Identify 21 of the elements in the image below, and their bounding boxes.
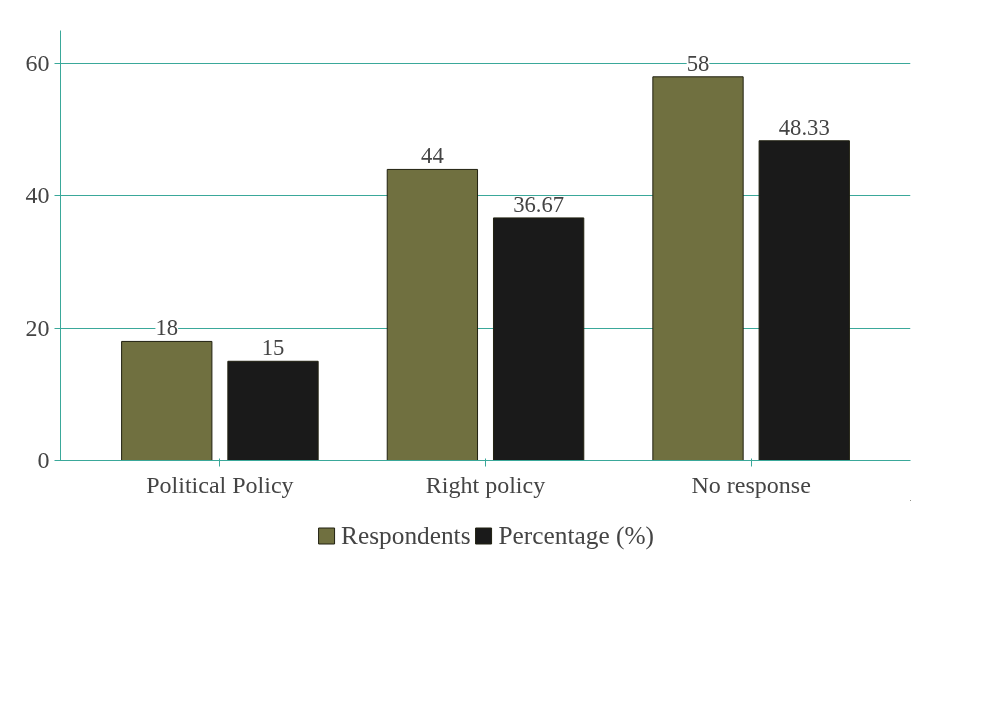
data-label: 18 xyxy=(155,315,179,341)
bar xyxy=(492,217,585,461)
bar xyxy=(758,140,850,461)
legend-label: Percentage (%) xyxy=(498,520,654,550)
x-tick-label: Political Policy xyxy=(146,471,294,498)
bar xyxy=(386,168,479,461)
x-tick-label: Right policy xyxy=(425,471,546,498)
legend-label: Respondents xyxy=(341,520,471,550)
bar xyxy=(227,360,319,461)
y-tick-label: 20 xyxy=(25,314,50,341)
data-label: 15 xyxy=(261,335,285,361)
bar xyxy=(121,340,213,461)
data-label: 48.33 xyxy=(778,114,830,140)
data-label: 36.67 xyxy=(513,191,565,217)
y-tick-label: 0 xyxy=(37,447,50,473)
y-tick-label: 40 xyxy=(25,182,50,209)
bar xyxy=(652,76,744,461)
x-tick-label: No response xyxy=(691,471,811,498)
data-label: 44 xyxy=(421,143,444,169)
y-tick-label: 60 xyxy=(25,50,50,77)
data-label: 58 xyxy=(686,50,710,76)
